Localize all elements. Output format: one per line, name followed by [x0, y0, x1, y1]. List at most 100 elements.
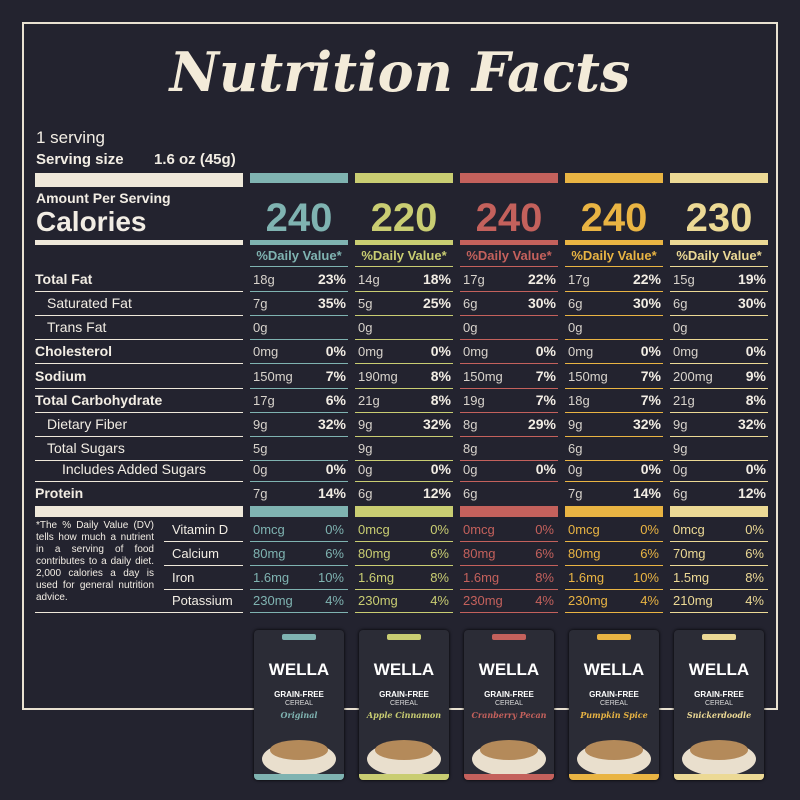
amount: 8g [463, 441, 478, 456]
amount: 0mg [568, 344, 594, 359]
percent: 14% [317, 485, 346, 501]
rule [250, 460, 348, 461]
rule [250, 315, 348, 316]
daily-value-header: %Daily Value* [466, 248, 552, 263]
pouch-stripe [674, 774, 764, 780]
amount: 5g [358, 296, 373, 311]
amount: 1.6mg [463, 570, 500, 585]
percent: 30% [527, 295, 556, 311]
amount: 17g [568, 272, 590, 287]
rule [670, 266, 768, 267]
rule [35, 240, 243, 245]
product-line: GRAIN-FREE [274, 690, 324, 699]
percent: 7% [640, 368, 661, 384]
brand: WELLA [373, 660, 435, 679]
rule [355, 589, 453, 590]
percent: 9% [745, 368, 766, 384]
rule [565, 315, 663, 316]
amount: 0mcg [463, 522, 495, 537]
title: Nutrition Facts [169, 40, 631, 104]
footnote: *The % Daily Value (DV) tells how much a… [36, 520, 154, 603]
rule [250, 565, 348, 566]
percent: 14% [632, 485, 661, 501]
amount: 9g [673, 441, 688, 456]
percent: 32% [632, 416, 661, 432]
amount: 190mg [358, 369, 398, 384]
serving-size: 1.6 oz (45g) [154, 151, 236, 168]
amount: 0mcg [673, 522, 705, 537]
flavor: Original [280, 710, 318, 720]
percent: 8% [745, 392, 766, 408]
percent: 0% [640, 522, 659, 537]
percent: 0% [745, 461, 766, 477]
product-line: GRAIN-FREE [589, 690, 639, 699]
percent: 8% [535, 570, 554, 585]
product-pouch: WELLA GRAIN-FREE CEREAL Original [254, 630, 344, 780]
vitamin-label: Potassium [172, 593, 233, 608]
column-bar [460, 240, 558, 245]
amount: 8g [463, 417, 478, 432]
rule [355, 436, 453, 437]
amount: 0mcg [253, 522, 285, 537]
amount: 0mg [673, 344, 699, 359]
amount: 210mg [673, 593, 713, 608]
brand: WELLA [583, 660, 645, 679]
percent: 6% [745, 546, 764, 561]
amount: 6g [673, 486, 688, 501]
pouch-tag [702, 634, 736, 640]
percent: 4% [640, 593, 659, 608]
rule [565, 339, 663, 340]
amount: 150mg [253, 369, 293, 384]
percent: 0% [640, 343, 661, 359]
flavor: Snickerdoodle [686, 710, 752, 720]
flavor: Apple Cinnamon [366, 710, 442, 720]
daily-value-header: %Daily Value* [256, 248, 342, 263]
rule [460, 363, 558, 364]
amount: 15g [673, 272, 695, 287]
percent: 7% [640, 392, 661, 408]
percent: 7% [325, 368, 346, 384]
flavor: Cranberry Pecan [471, 710, 547, 720]
amount: 6g [568, 296, 583, 311]
amount: 9g [358, 417, 373, 432]
rule [565, 481, 663, 482]
percent: 0% [325, 522, 344, 537]
rule [250, 363, 348, 364]
rule [35, 315, 243, 316]
rule [250, 481, 348, 482]
calories-value: 220 [370, 196, 438, 240]
percent: 8% [430, 392, 451, 408]
percent: 8% [430, 570, 449, 585]
percent: 18% [422, 271, 451, 287]
pouch-stripe [464, 774, 554, 780]
pouch-stripe [254, 774, 344, 780]
rule [565, 589, 663, 590]
nutrient-label: Total Carbohydrate [35, 392, 163, 408]
amount: 19g [463, 393, 485, 408]
percent: 0% [430, 522, 449, 537]
amount: 230mg [463, 593, 503, 608]
percent: 6% [325, 392, 346, 408]
column-bar [250, 240, 348, 245]
percent: 23% [317, 271, 346, 287]
amount-per-serving: Amount Per Serving [36, 190, 171, 206]
rule [460, 291, 558, 292]
amount: 9g [253, 417, 268, 432]
amount: 0mg [253, 344, 279, 359]
brand: WELLA [268, 660, 330, 679]
product-line: GRAIN-FREE [694, 690, 744, 699]
amount: 1.6mg [358, 570, 395, 585]
rule [355, 388, 453, 389]
brand: WELLA [478, 660, 540, 679]
rule [164, 589, 243, 590]
rule [164, 541, 243, 542]
rule [250, 436, 348, 437]
amount: 230mg [253, 593, 293, 608]
cereal [480, 740, 538, 760]
pouch-stripe [569, 774, 659, 780]
percent: 22% [527, 271, 556, 287]
rule [250, 412, 348, 413]
rule [565, 363, 663, 364]
product-line: GRAIN-FREE [484, 690, 534, 699]
percent: 32% [422, 416, 451, 432]
